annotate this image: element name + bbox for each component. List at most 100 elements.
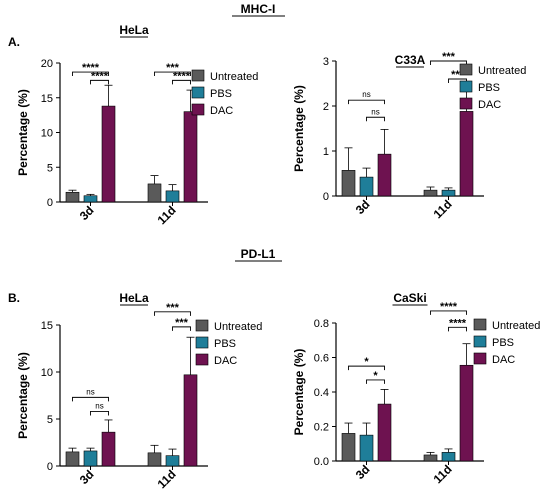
bar-pbs-3d <box>359 176 374 197</box>
bar-dac-11d <box>459 364 474 462</box>
y-tick-label: 0.4 <box>314 387 329 399</box>
legend-label-untreated: Untreated <box>478 65 526 77</box>
section-a-title: MHC-I <box>241 2 276 16</box>
bar-pbs-3d <box>359 434 374 462</box>
bar-untreated-3d <box>341 433 356 462</box>
significance-label: *** <box>175 317 189 329</box>
significance-bracket <box>348 99 385 105</box>
section-b-letter: B. <box>8 291 20 305</box>
significance-label: *** <box>166 302 180 314</box>
y-tick-label: 15 <box>41 93 53 105</box>
legend-swatch-dac <box>195 353 209 366</box>
bar-untreated-11d <box>147 183 162 203</box>
y-tick-label: 0 <box>47 197 53 209</box>
legend-swatch-dac <box>459 97 473 110</box>
chart-title: HeLa <box>119 23 149 37</box>
bar-pbs-3d <box>83 195 98 203</box>
y-tick-label: 0.2 <box>314 422 329 434</box>
legend-swatch-untreated <box>195 319 209 332</box>
y-tick-label: 5 <box>47 162 53 174</box>
significance-bracket <box>172 326 191 331</box>
legend-swatch-untreated <box>191 69 205 82</box>
significance-label: **** <box>440 301 458 313</box>
significance-bracket <box>348 365 385 371</box>
legend-label-untreated: Untreated <box>214 321 262 333</box>
bar-pbs-11d <box>165 190 180 203</box>
significance-label: ns <box>371 107 379 116</box>
significance-bracket <box>154 311 191 316</box>
legend-label-untreated: Untreated <box>492 320 540 332</box>
significance-label: * <box>364 356 369 368</box>
legend-label-dac: DAC <box>210 105 233 117</box>
section-a-letter: A. <box>8 35 20 49</box>
x-tick-label: 11d <box>155 203 179 227</box>
legend-swatch-pbs <box>473 335 487 348</box>
significance-bracket <box>72 71 109 77</box>
legend-label-pbs: PBS <box>492 337 514 349</box>
legend-swatch-untreated <box>473 318 487 331</box>
x-tick-label: 3d <box>353 462 373 482</box>
legend-label-pbs: PBS <box>210 88 232 100</box>
y-tick-label: 20 <box>41 58 53 70</box>
y-tick-label: 0.6 <box>314 353 329 365</box>
legend-label-pbs: PBS <box>214 338 236 350</box>
legend-swatch-untreated <box>459 63 473 76</box>
y-tick-label: 2 <box>323 101 329 113</box>
bar-dac-3d <box>101 105 116 203</box>
bar-dac-11d <box>183 111 198 203</box>
bar-dac-11d <box>459 111 474 197</box>
y-tick-label: 0 <box>323 191 329 203</box>
y-tick-label: 10 <box>41 367 53 379</box>
bar-dac-3d <box>377 153 392 197</box>
significance-bracket <box>90 79 109 85</box>
bar-pbs-11d <box>441 452 456 462</box>
y-axis-label: Percentage (%) <box>292 349 306 436</box>
bar-untreated-11d <box>423 454 438 462</box>
significance-bracket <box>430 60 467 65</box>
legend-label-dac: DAC <box>492 354 515 366</box>
y-tick-label: 0 <box>47 461 53 473</box>
bar-dac-11d <box>183 374 198 467</box>
legend-label-dac: DAC <box>214 355 237 367</box>
significance-bracket <box>366 379 385 384</box>
y-tick-label: 15 <box>41 320 53 332</box>
significance-bracket <box>154 71 191 77</box>
y-axis-label: Percentage (%) <box>16 352 30 439</box>
legend-label-untreated: Untreated <box>210 71 258 83</box>
chart-title: HeLa <box>119 291 149 305</box>
bar-pbs-11d <box>441 189 456 197</box>
x-tick-label: 11d <box>431 197 455 221</box>
y-tick-label: 10 <box>41 128 53 140</box>
significance-label: **** <box>82 62 100 74</box>
chart-title: CaSki <box>393 291 426 305</box>
legend-swatch-pbs <box>459 80 473 93</box>
significance-bracket <box>430 310 467 315</box>
legend-swatch-pbs <box>195 336 209 349</box>
x-tick-label: 3d <box>353 197 373 217</box>
bar-dac-3d <box>101 431 116 467</box>
significance-bracket <box>448 326 467 332</box>
chart-title: C33A <box>395 53 426 67</box>
section-b-title: PD-L1 <box>241 247 276 261</box>
significance-label: **** <box>91 70 109 82</box>
y-tick-label: 5 <box>47 414 53 426</box>
significance-bracket <box>90 411 109 416</box>
significance-bracket <box>366 116 385 122</box>
x-tick-label: 11d <box>155 467 179 491</box>
y-tick-label: 1 <box>323 146 329 158</box>
legend-swatch-dac <box>473 352 487 365</box>
y-axis-label: Percentage (%) <box>16 89 30 176</box>
bar-untreated-11d <box>423 189 438 197</box>
bar-untreated-3d <box>65 191 80 203</box>
significance-label: ns <box>95 401 103 410</box>
legend-swatch-pbs <box>191 86 205 99</box>
legend-label-dac: DAC <box>478 99 501 111</box>
bar-pbs-3d <box>83 450 98 467</box>
significance-label: **** <box>449 317 467 329</box>
significance-bracket <box>72 396 109 402</box>
y-tick-label: 3 <box>323 56 329 68</box>
